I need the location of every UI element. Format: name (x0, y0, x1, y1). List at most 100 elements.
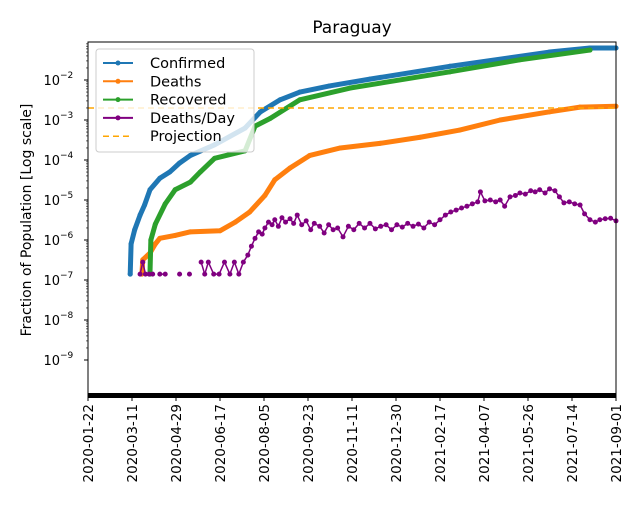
series-confirmed-point (447, 63, 453, 69)
series-deaths-day-point (405, 220, 411, 226)
legend-label-recovered: Recovered (150, 93, 226, 109)
series-recovered-point (162, 201, 168, 207)
series-recovered-point (148, 237, 154, 243)
series-confirmed-point (177, 160, 183, 166)
series-deaths-day-point (566, 199, 572, 205)
series-deaths-point (272, 177, 278, 183)
series-deaths-day-point (308, 227, 314, 233)
series-deaths-day-point (426, 219, 432, 225)
series-deaths-day-point (587, 217, 593, 223)
series-deaths-day-point (459, 205, 465, 211)
series-deaths-day-point (532, 189, 538, 195)
series-deaths-day-point (330, 227, 336, 233)
y-tick-exponent: −7 (60, 271, 73, 281)
series-deaths-day-point (186, 271, 192, 277)
series-deaths-day-point (502, 203, 508, 209)
series-deaths-day-point (577, 202, 583, 208)
series-deaths-day-point (493, 199, 499, 205)
series-recovered-line (147, 47, 593, 277)
zero-baseline-markers (88, 393, 616, 398)
series-recovered-point (187, 179, 193, 185)
series-deaths-day-point (299, 222, 305, 228)
legend-label-deaths-day: Deaths/Day (150, 111, 235, 127)
series-deaths-day-point (432, 222, 438, 228)
series-deaths-day-point (205, 259, 211, 265)
series-confirmed-point (157, 175, 163, 181)
series-deaths-point (232, 219, 238, 225)
series-deaths-day-point (572, 201, 578, 207)
series-deaths-point (417, 134, 423, 140)
series-deaths-day-point (221, 259, 227, 265)
series-deaths-point (547, 109, 553, 115)
x-tick-label: 2021-04-07 (477, 404, 493, 482)
series-deaths-day-point (448, 209, 454, 215)
series-deaths-day-point (279, 215, 285, 221)
y-tick-label: 10 (43, 114, 60, 129)
legend-marker-deaths (115, 78, 121, 84)
series-deaths-day-point (240, 259, 246, 265)
series-deaths-line (139, 103, 619, 277)
y-tick-label: 10 (43, 154, 60, 169)
series-deaths-day-point (294, 212, 300, 218)
series-deaths-day-point (345, 223, 351, 229)
series-confirmed-point (257, 109, 263, 115)
x-tick-label: 2020-04-29 (169, 404, 185, 482)
legend-label-deaths: Deaths (150, 74, 201, 90)
series-deaths-day-point (269, 222, 275, 228)
series-deaths-day-point (367, 220, 373, 226)
legend: Confirmed Deaths Recovered Deaths/Day Projec… (95, 48, 255, 153)
series-deaths-day-point (256, 229, 262, 235)
series-deaths-day-point (283, 219, 289, 225)
series-deaths-day-point (477, 189, 483, 195)
series-deaths-day-point (140, 259, 146, 265)
series-deaths-point (497, 117, 503, 123)
y-tick-label: 10 (43, 274, 60, 289)
series-deaths-point (217, 228, 223, 234)
series-deaths-day-point (340, 234, 346, 240)
x-tick-label: 2021-07-14 (565, 404, 581, 482)
series-deaths-point (157, 235, 163, 241)
series-deaths-point (287, 165, 293, 171)
series-confirmed-point (127, 271, 133, 277)
series-deaths-day-point (399, 224, 405, 230)
series-deaths-day-point (602, 216, 608, 222)
series-deaths-point (457, 127, 463, 133)
legend-label-projection: Projection (150, 129, 222, 145)
series-deaths-day-point (272, 217, 278, 223)
series-recovered-point (347, 85, 353, 91)
series-deaths-day-point (177, 271, 183, 277)
y-tick-exponent: −2 (60, 71, 73, 81)
series-deaths-day-point (522, 191, 528, 197)
y-tick-label: 10 (43, 354, 60, 369)
series-deaths-day-point (291, 220, 297, 226)
series-confirmed-point (147, 187, 153, 193)
series-deaths-day-point (351, 227, 357, 233)
series-deaths-day-point (335, 225, 341, 231)
series-deaths-day-point (252, 235, 258, 241)
series-deaths-day-point (582, 211, 588, 217)
series-deaths-day-point (326, 222, 332, 228)
y-tick-exponent: −5 (60, 191, 73, 201)
series-confirmed-point (187, 152, 193, 158)
series-deaths-day-point (303, 218, 309, 224)
y-tick-exponent: −4 (60, 151, 74, 161)
series-deaths-day-point (542, 190, 548, 196)
y-tick-label: 10 (43, 234, 60, 249)
x-tick-label: 2020-11-11 (345, 404, 361, 482)
series-deaths-day-point (287, 216, 293, 222)
series-deaths-day-point (317, 223, 323, 229)
x-tick-label: 2020-08-05 (257, 404, 273, 482)
series-deaths-day-point (592, 219, 598, 225)
series-deaths-day-point (227, 271, 233, 277)
series-deaths-day-point (437, 217, 443, 223)
series-recovered-point (197, 169, 203, 175)
series-deaths-day-point (211, 271, 217, 277)
series-deaths-point (377, 140, 383, 146)
series-deaths-day-point (356, 220, 362, 226)
y-tick-exponent: −3 (60, 111, 73, 121)
legend-marker-confirmed (115, 60, 121, 66)
series-recovered-point (172, 187, 178, 193)
series-deaths-day-point (482, 198, 488, 204)
series-deaths-day-point (265, 219, 271, 225)
series-deaths-day-point (537, 187, 543, 193)
